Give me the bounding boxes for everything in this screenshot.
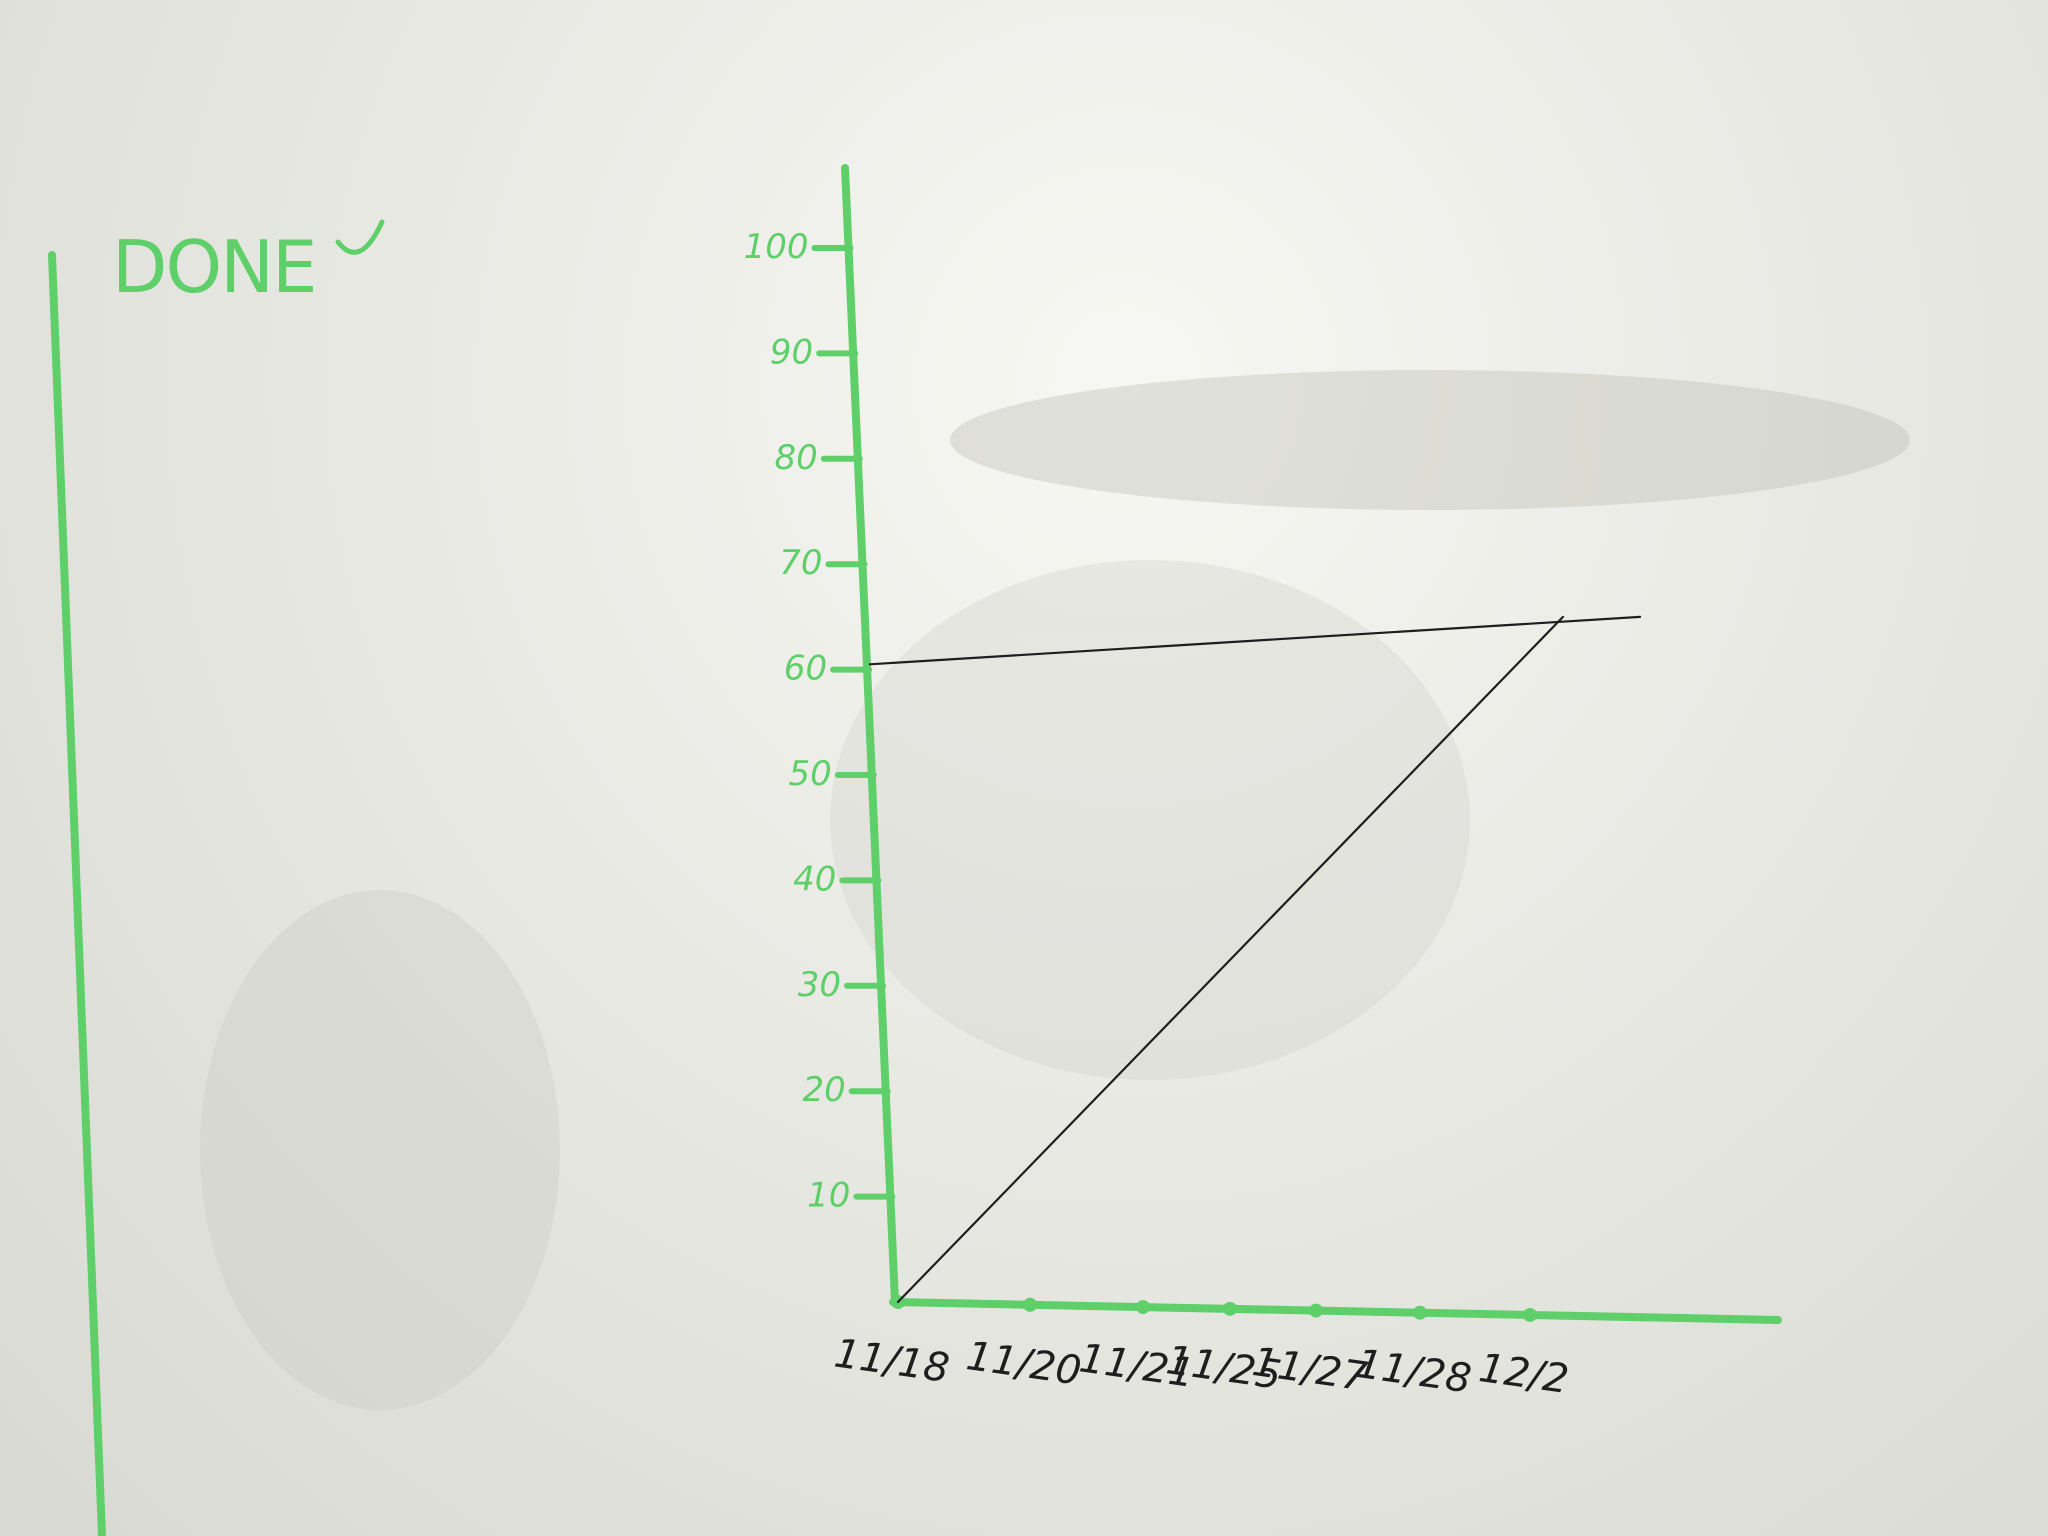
- x-tick-dot: [1413, 1305, 1427, 1320]
- y-tick-label: 80: [775, 438, 818, 478]
- y-tick-label: 30: [798, 965, 841, 1005]
- left-divider-line: [48, 251, 106, 1536]
- x-axis: [889, 1298, 1782, 1324]
- y-tick-label: 70: [779, 543, 822, 583]
- x-tick-dot: [1523, 1307, 1537, 1322]
- x-tick-dot: [1136, 1300, 1150, 1315]
- y-tick-label: 20: [802, 1070, 845, 1110]
- eraser-smudges: [200, 370, 1910, 1410]
- y-tick-label: 50: [788, 754, 831, 794]
- x-tick-label: 11/18: [832, 1330, 953, 1392]
- x-tick-label: 12/2: [1476, 1345, 1571, 1403]
- y-tick-label: 40: [793, 859, 836, 899]
- y-axis-ticks: 10 20 30 40 50 60 70 80 90 100: [744, 227, 896, 1216]
- y-tick-label: 100: [744, 227, 809, 267]
- x-tick-dot: [1309, 1303, 1323, 1318]
- y-tick-label: 10: [807, 1176, 850, 1216]
- done-heading: DONE: [112, 225, 315, 309]
- trendline-line: [896, 615, 1565, 1304]
- smiley-icon: [335, 219, 385, 255]
- y-tick-label: 60: [784, 649, 827, 689]
- guideline-line: [868, 615, 1642, 666]
- plot-lines: [868, 615, 1642, 1304]
- x-tick-label: 11/28: [1354, 1341, 1475, 1403]
- y-tick-label: 90: [770, 332, 813, 372]
- x-tick-dot: [1223, 1301, 1237, 1316]
- y-axis: [841, 164, 899, 1306]
- x-tick-label: 11/20: [964, 1333, 1085, 1395]
- x-tick-dot: [1023, 1297, 1037, 1312]
